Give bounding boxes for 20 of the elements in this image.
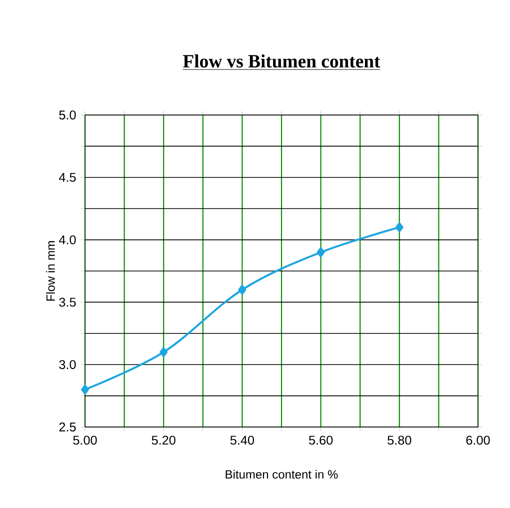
y-tick-label: 4.0 [58, 235, 76, 244]
x-tick-label: 5.80 [388, 436, 412, 445]
y-axis-title: Flow in mm [46, 241, 55, 301]
point [395, 222, 404, 232]
point [160, 347, 168, 358]
point [238, 284, 246, 295]
x-axis-title: Bitumen content in % [226, 470, 338, 479]
x-tick-label: 5.00 [73, 436, 97, 445]
x-tick-label: 5.40 [230, 436, 254, 445]
x-tick-label: 5.20 [152, 436, 176, 445]
chart-title: Flow vs Bitumen content [183, 54, 380, 68]
y-tick-label: 4.5 [58, 172, 76, 182]
x-tick-label: 5.60 [308, 436, 333, 445]
y-tick-label: 2.5 [59, 422, 76, 432]
point [316, 247, 325, 258]
x-tick-label: 6.00 [466, 436, 490, 445]
y-tick-label: 3.0 [59, 360, 76, 370]
point [81, 384, 90, 395]
y-tick-label: 5.0 [59, 110, 76, 120]
y-tick-label: 3.5 [59, 298, 76, 307]
